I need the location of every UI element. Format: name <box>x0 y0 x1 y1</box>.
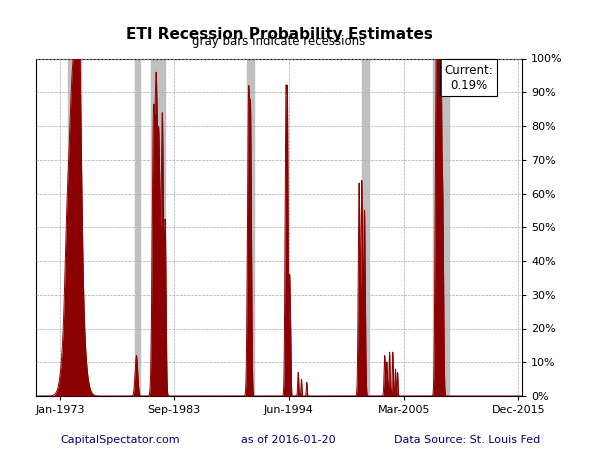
Bar <box>362 58 369 396</box>
Text: CapitalSpectator.com: CapitalSpectator.com <box>60 435 179 445</box>
Text: Data Source: St. Louis Fed: Data Source: St. Louis Fed <box>394 435 540 445</box>
Bar <box>151 58 165 396</box>
Text: as of 2016-01-20: as of 2016-01-20 <box>241 435 335 445</box>
Bar <box>247 58 254 396</box>
Text: gray bars indicate recessions: gray bars indicate recessions <box>193 36 365 49</box>
Bar <box>68 58 82 396</box>
Bar <box>135 58 140 396</box>
Text: Current:
0.19%: Current: 0.19% <box>444 63 493 91</box>
Bar <box>433 58 449 396</box>
Title: ETI Recession Probability Estimates: ETI Recession Probability Estimates <box>125 27 433 42</box>
